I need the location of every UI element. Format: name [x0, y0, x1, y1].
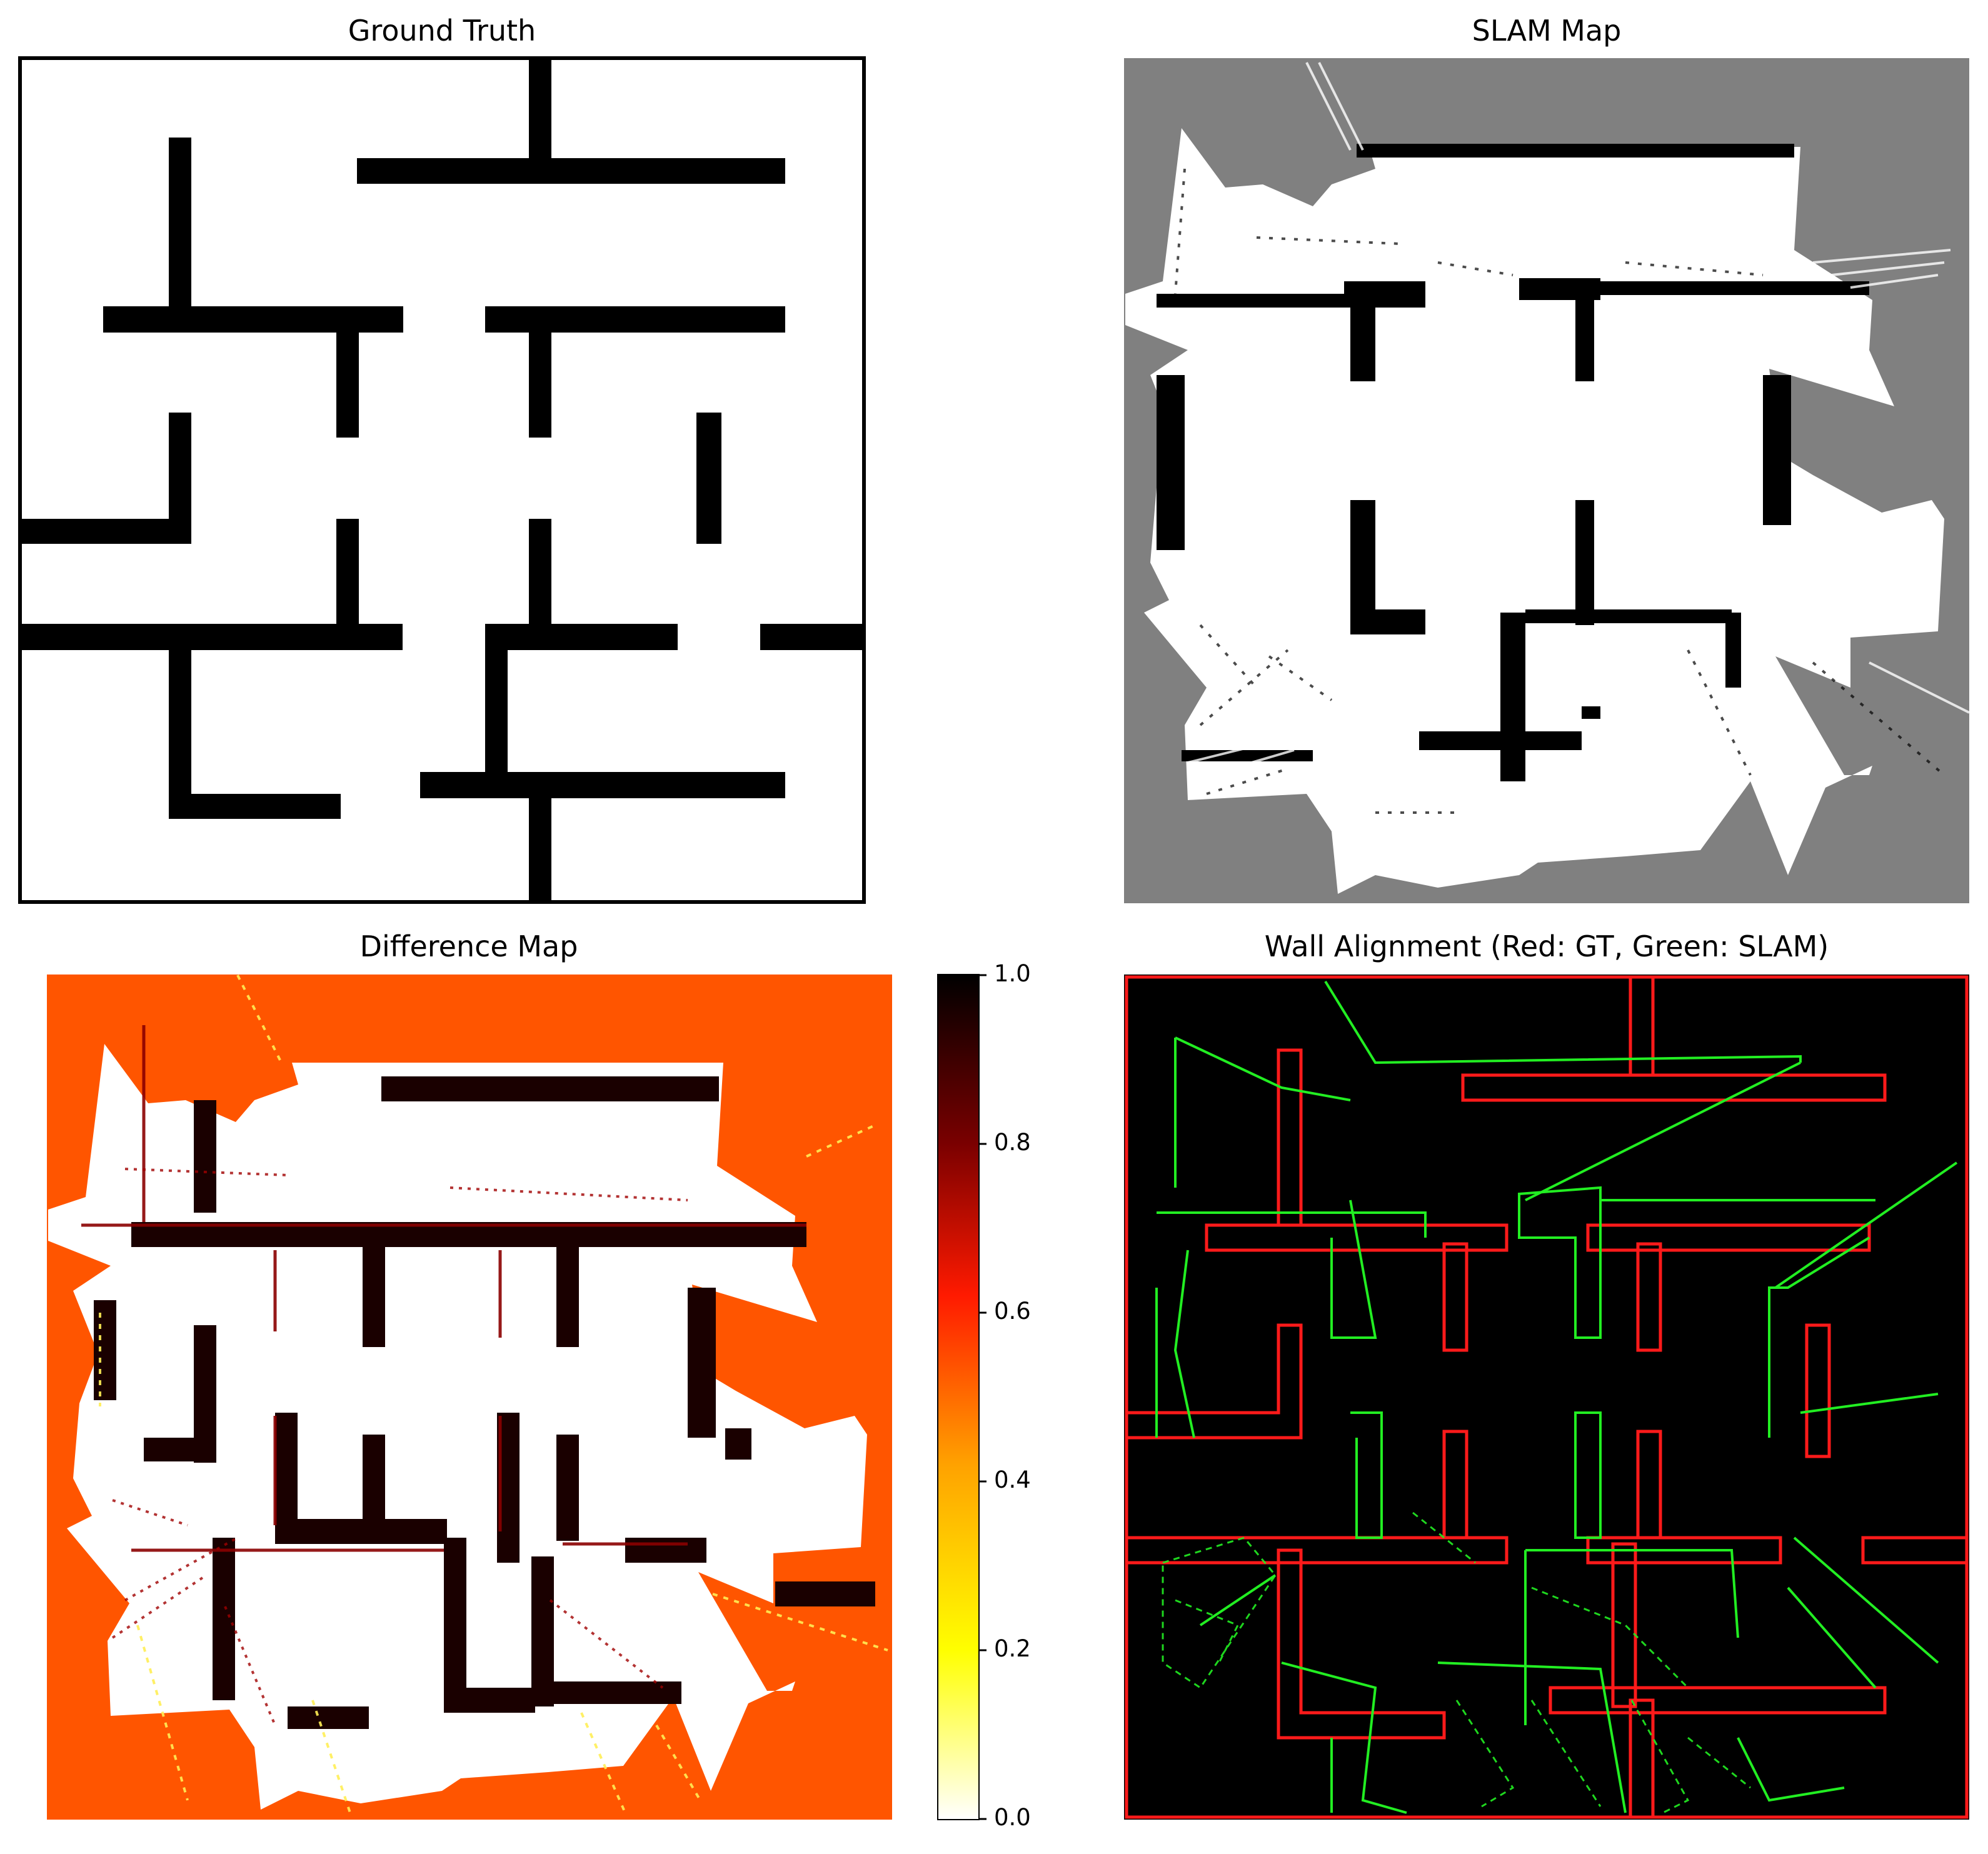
- colorbar-tick-0.6: 0.6: [994, 1298, 1031, 1325]
- difference-map-title: Difference Map: [359, 930, 578, 963]
- colorbar: [937, 974, 986, 1820]
- ground-truth-map: [18, 56, 866, 904]
- slam-map: [1124, 58, 1970, 903]
- colorbar-tick-0.2: 0.2: [994, 1635, 1031, 1662]
- colorbar-tick-0.8: 0.8: [994, 1129, 1031, 1156]
- wall-alignment-map: [1124, 975, 1969, 1820]
- colorbar-tick-0.0: 0.0: [994, 1804, 1031, 1831]
- difference-map: [47, 975, 892, 1820]
- colorbar-tick-1.0: 1.0: [994, 960, 1031, 987]
- colorbar-tick-0.4: 0.4: [994, 1466, 1031, 1493]
- slam-map-title: SLAM Map: [1472, 14, 1622, 48]
- wall-alignment-title: Wall Alignment (Red: GT, Green: SLAM): [1264, 930, 1829, 963]
- ground-truth-title: Ground Truth: [348, 14, 536, 48]
